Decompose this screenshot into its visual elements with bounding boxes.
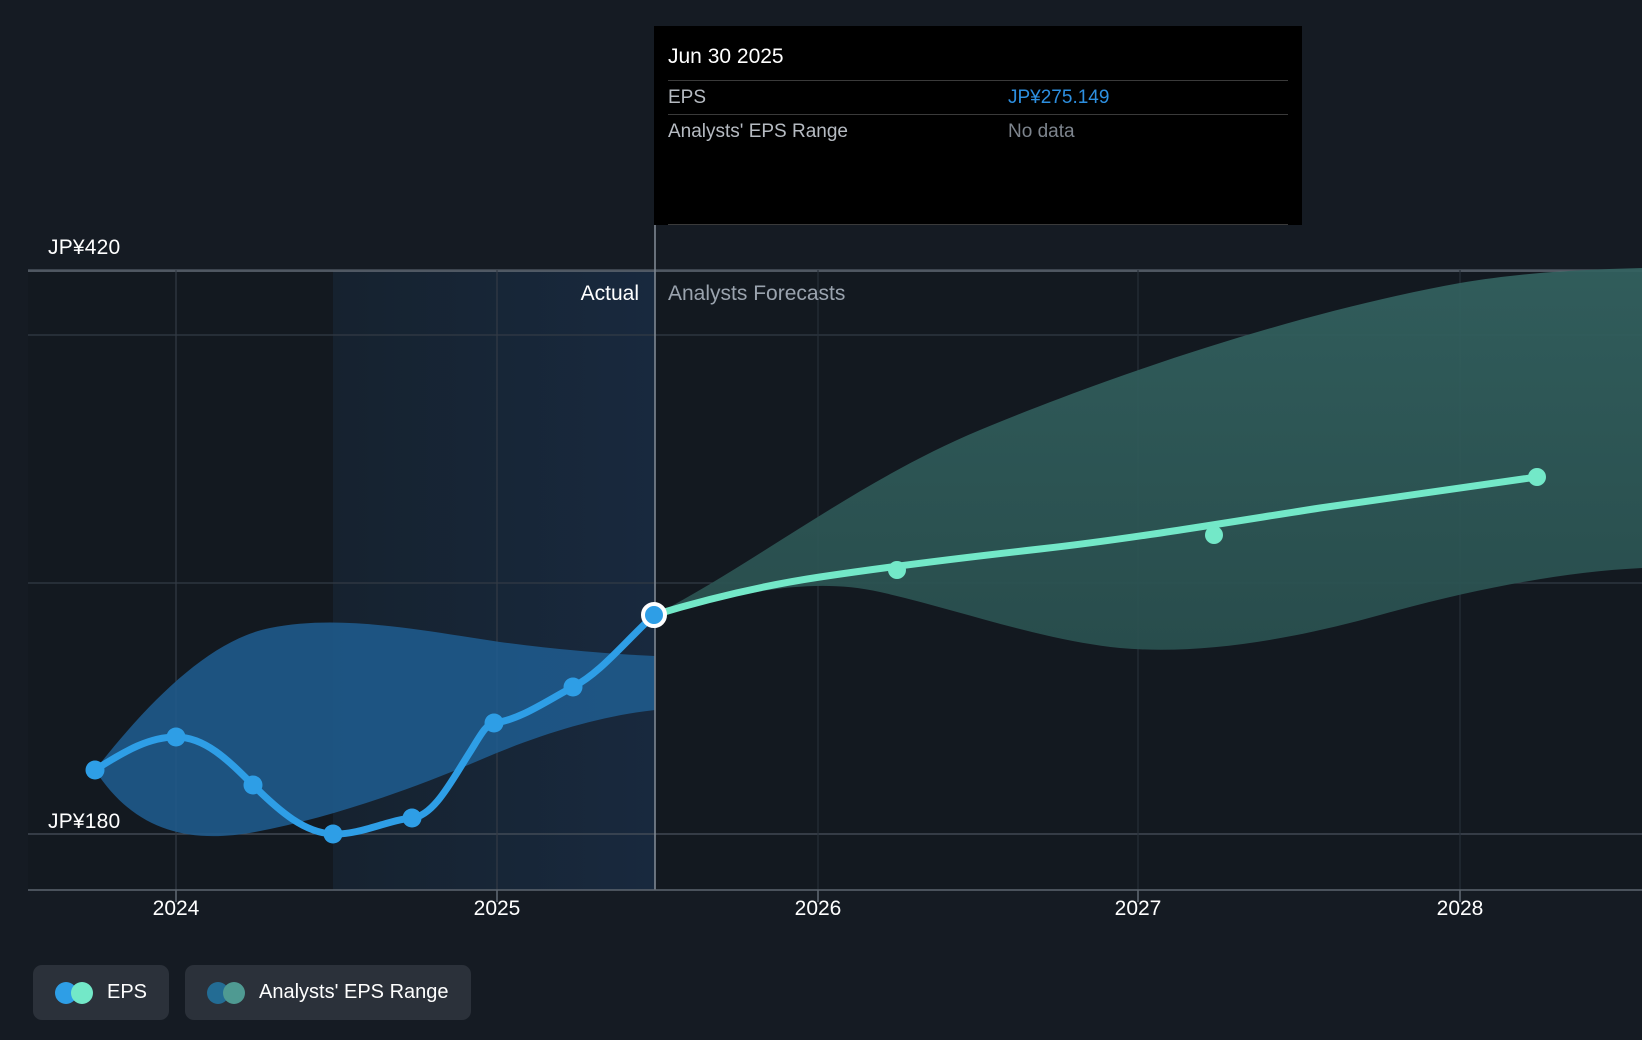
eps-marker[interactable]	[484, 713, 504, 733]
forecast-band-label: Analysts Forecasts	[668, 282, 846, 305]
legend-item-label: Analysts' EPS Range	[259, 981, 449, 1003]
eps-marker[interactable]	[563, 677, 583, 697]
x-axis-label-2026: 2026	[794, 897, 842, 920]
x-axis-label-2024: 2024	[152, 897, 200, 920]
eps-marker[interactable]	[166, 727, 186, 747]
eps-line-forecast	[650, 473, 1541, 619]
legend-swatch-icon	[207, 981, 246, 1004]
eps-marker[interactable]	[402, 808, 422, 828]
eps-marker[interactable]	[243, 775, 263, 795]
range-band-actual	[95, 622, 655, 837]
legend-item-analysts-eps-range[interactable]: Analysts' EPS Range	[185, 965, 471, 1020]
tooltip-row-eps: EPS JP¥275.149	[668, 80, 1288, 114]
tooltip-row-label: Analysts' EPS Range	[668, 120, 848, 142]
legend-swatch-icon	[55, 981, 93, 1004]
tooltip-row-label: EPS	[668, 86, 707, 108]
tooltip-row-value: No data	[1008, 120, 1075, 142]
range-band-forecast	[655, 268, 1642, 650]
tooltip-row-value: JP¥275.149	[1008, 86, 1110, 108]
eps-marker[interactable]	[323, 824, 343, 844]
eps-marker[interactable]	[85, 760, 105, 780]
eps-marker-group-forecast	[888, 468, 1546, 579]
x-axis-label-2025: 2025	[473, 897, 521, 920]
chart-legend: EPS Analysts' EPS Range	[33, 965, 471, 1020]
x-axis-label-2027: 2027	[1114, 897, 1162, 920]
legend-item-label: EPS	[107, 981, 148, 1003]
tooltip-footer-divider	[668, 224, 1288, 225]
x-axis-label-2028: 2028	[1436, 897, 1484, 920]
eps-marker-group-actual	[85, 677, 583, 844]
eps-forecast-marker[interactable]	[1528, 468, 1546, 486]
x-axis-ticks	[175, 890, 1461, 902]
actual-band-label: Actual	[580, 282, 639, 305]
eps-forecast-marker[interactable]	[888, 561, 906, 579]
tooltip-date: Jun 30 2025	[668, 45, 784, 68]
y-axis-label-bottom: JP¥180	[48, 810, 121, 833]
chart-tooltip: Jun 30 2025 EPS JP¥275.149 Analysts' EPS…	[654, 26, 1302, 225]
tooltip-row-range: Analysts' EPS Range No data	[668, 114, 1288, 148]
eps-highlighted-marker[interactable]	[641, 602, 667, 628]
legend-item-eps[interactable]: EPS	[33, 965, 170, 1020]
eps-forecast-marker[interactable]	[1205, 526, 1223, 544]
y-axis-label-top: JP¥420	[48, 236, 121, 259]
